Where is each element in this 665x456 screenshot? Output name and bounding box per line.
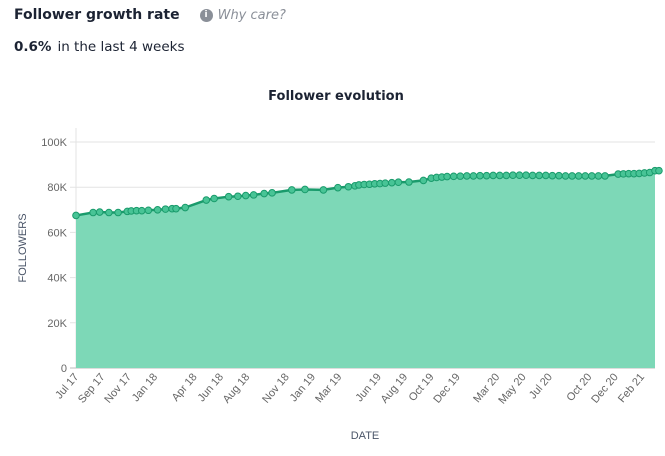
data-point: [449, 172, 458, 181]
data-point: [502, 171, 511, 180]
info-icon: i: [199, 8, 213, 22]
area-fill: [76, 170, 659, 368]
why-care-label: Why care?: [217, 7, 286, 23]
data-point: [535, 171, 544, 180]
x-tick-label: Jan 19: [288, 371, 318, 404]
x-tick-label: Feb 21: [616, 371, 647, 405]
data-point: [334, 183, 342, 192]
y-axis-label: FOLLOWERS: [17, 213, 29, 282]
chart-title: Follower evolution: [268, 89, 404, 104]
data-point: [601, 172, 609, 180]
data-point: [105, 208, 113, 217]
growth-rate: 0.6% in the last 4 weeks: [14, 39, 185, 55]
x-tick-label: Nov 17: [102, 371, 134, 405]
data-point: [153, 206, 162, 214]
data-point: [89, 208, 97, 217]
data-point: [405, 178, 413, 186]
x-tick-label: Aug 18: [221, 371, 253, 405]
data-point: [443, 172, 451, 181]
data-point: [509, 171, 517, 180]
data-point: [202, 196, 211, 204]
data-point: [319, 186, 328, 194]
data-point: [137, 206, 146, 215]
x-tick-label: Apr 18: [170, 371, 200, 404]
data-point: [655, 166, 663, 175]
x-tick-label: Nov 18: [260, 371, 292, 405]
data-point: [541, 171, 550, 180]
data-point: [260, 189, 268, 198]
data-point: [288, 186, 296, 194]
data-point: [555, 171, 563, 180]
data-point: [548, 171, 557, 180]
data-point: [463, 172, 471, 180]
data-point: [568, 172, 576, 180]
y-tick-label: 0: [61, 363, 67, 375]
x-axis-label: DATE: [351, 430, 380, 442]
data-point: [522, 171, 530, 180]
data-point: [469, 172, 478, 180]
x-tick-label: Dec 19: [431, 371, 463, 405]
data-point: [181, 203, 190, 212]
data-point: [95, 208, 104, 216]
data-point: [381, 179, 390, 187]
x-tick-label: Jan 18: [130, 371, 160, 404]
data-point: [210, 194, 218, 203]
x-tick-label: Dec 20: [589, 371, 621, 405]
header: Follower growth rate i Why care?: [14, 7, 286, 23]
data-point: [495, 171, 504, 180]
x-tick-label: Jul 20: [527, 371, 555, 401]
data-point: [528, 171, 537, 180]
x-tick-label: Sep 17: [76, 371, 108, 405]
y-tick-label: 100K: [41, 137, 67, 149]
data-point: [489, 171, 497, 180]
data-point: [114, 208, 122, 217]
y-tick-label: 60K: [47, 227, 67, 239]
data-point: [574, 172, 583, 180]
x-tick-label: Aug 19: [379, 371, 411, 405]
data-point: [482, 171, 491, 180]
y-tick-label: 80K: [47, 182, 67, 194]
why-care-link[interactable]: i Why care?: [199, 7, 286, 23]
x-tick-label: Mar 19: [313, 371, 344, 405]
data-point: [394, 178, 403, 187]
data-point: [268, 189, 276, 197]
data-point: [144, 206, 153, 215]
data-point: [515, 171, 524, 180]
data-point: [561, 172, 570, 180]
data-point: [476, 171, 484, 180]
data-point: [241, 191, 250, 200]
data-point: [249, 191, 258, 199]
data-point: [234, 192, 242, 201]
data-point: [301, 185, 309, 194]
section-title: Follower growth rate: [14, 7, 180, 23]
y-tick-label: 20K: [47, 318, 67, 330]
data-point: [161, 205, 170, 213]
data-point: [588, 172, 596, 180]
data-point: [419, 176, 428, 185]
data-point: [172, 204, 180, 213]
data-point: [388, 178, 396, 187]
data-point: [456, 172, 465, 180]
y-tick-label: 40K: [47, 273, 67, 285]
x-tick-label: May 20: [496, 371, 528, 406]
data-point: [72, 211, 80, 220]
data-point: [581, 172, 590, 180]
data-point: [344, 182, 353, 191]
data-point: [224, 192, 233, 201]
data-point: [594, 172, 603, 180]
growth-rate-text: in the last 4 weeks: [57, 39, 185, 55]
growth-rate-value: 0.6%: [14, 39, 52, 55]
